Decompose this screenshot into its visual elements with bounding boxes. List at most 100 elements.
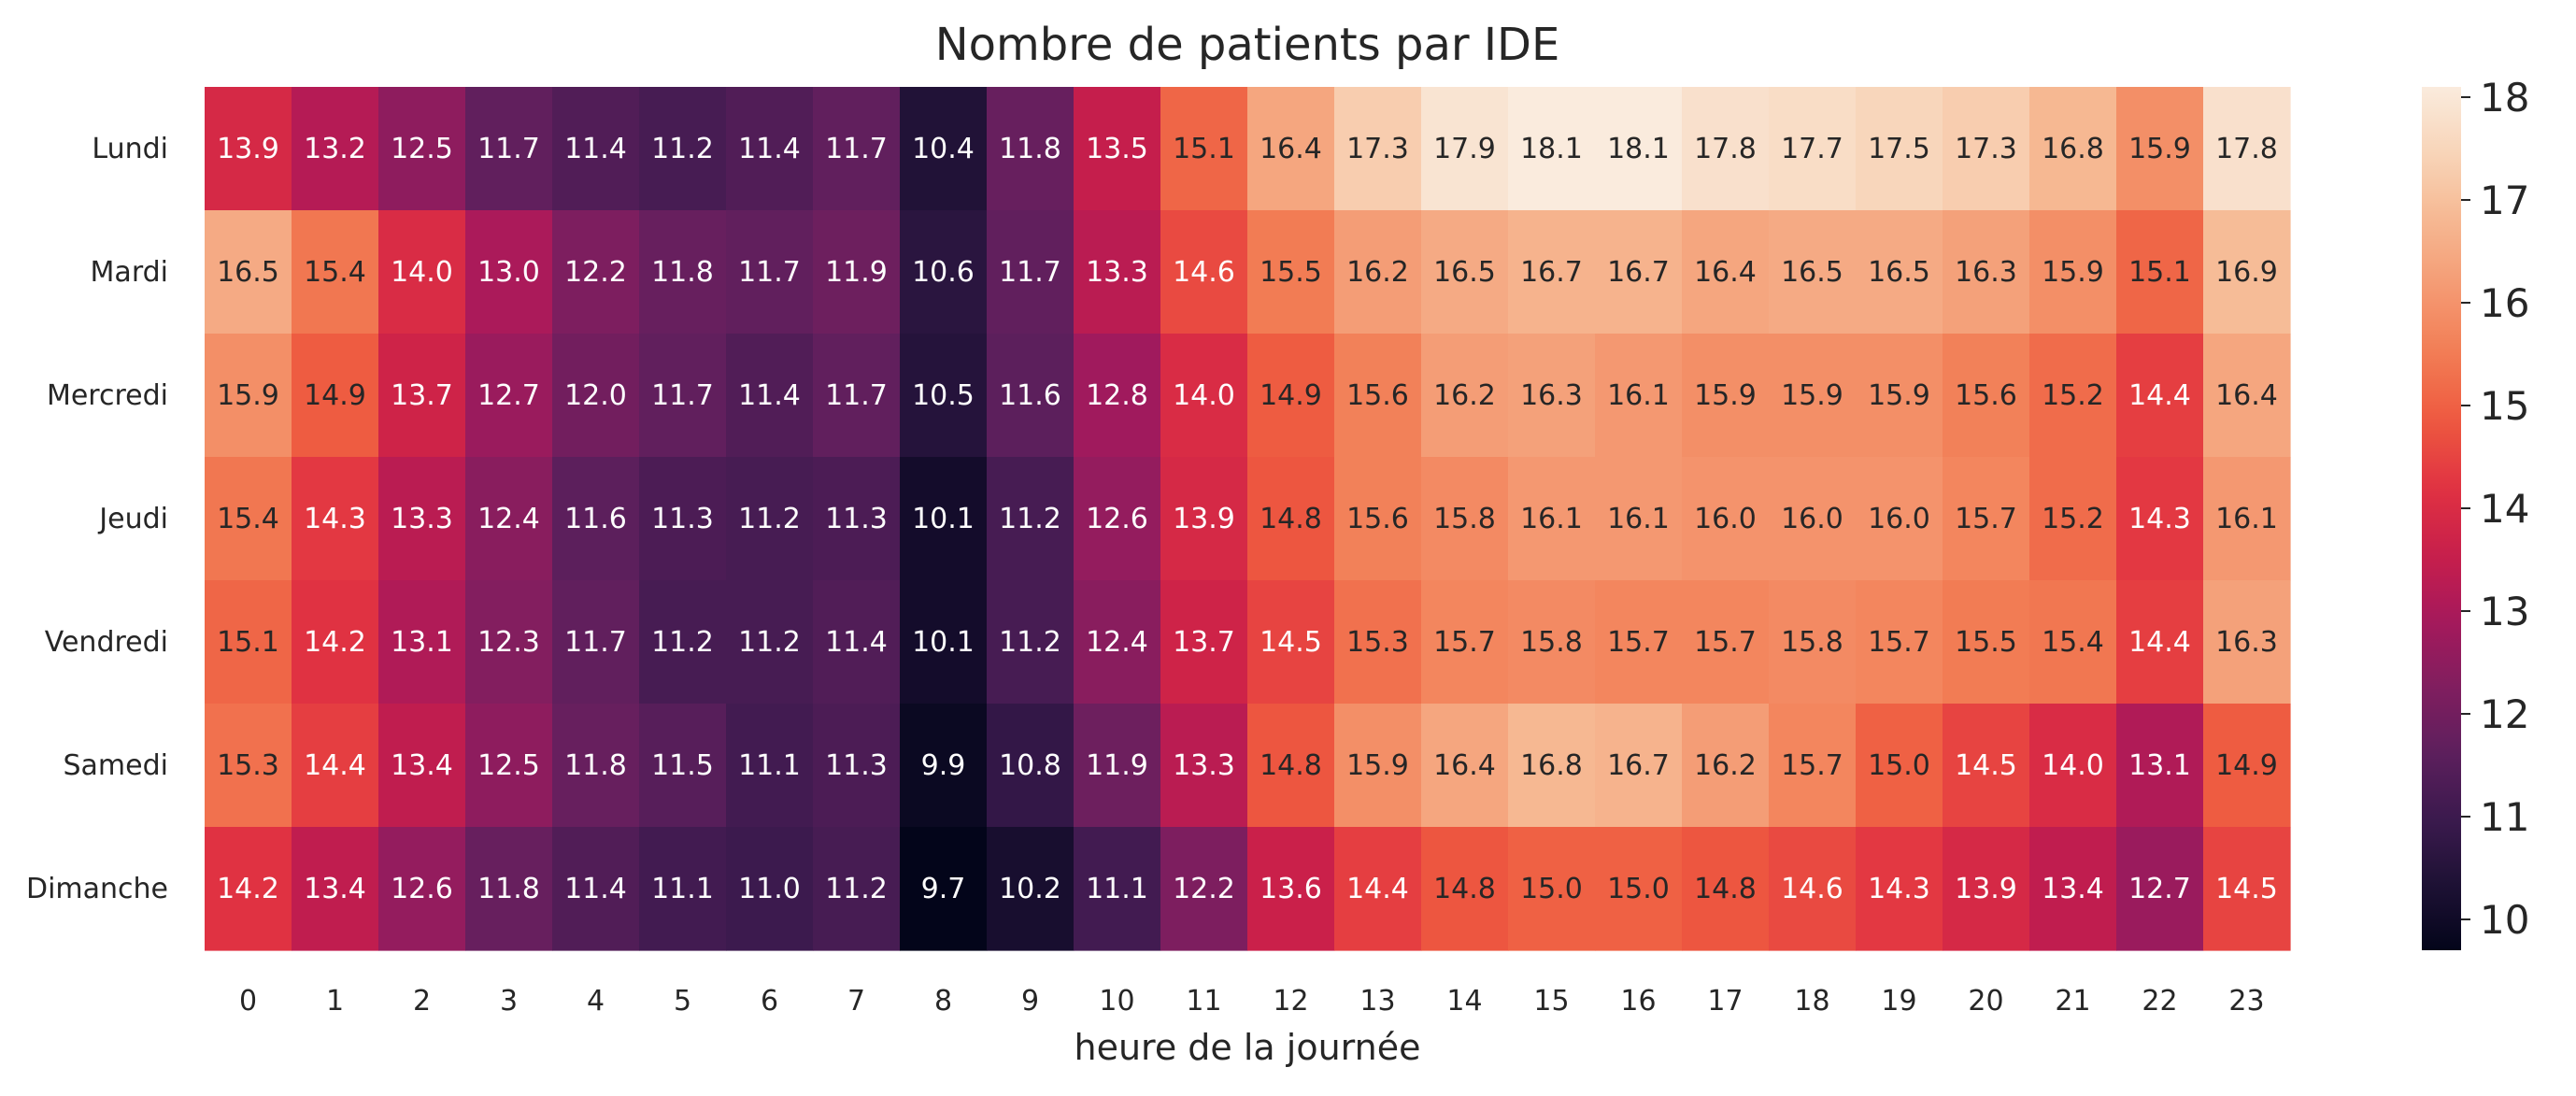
cell-value-label: 14.3 [2128,503,2191,535]
cell-value-label: 15.6 [1346,503,1409,535]
cell-value-label: 11.0 [738,873,801,905]
heatmap-cell [726,87,814,211]
cell-value-label: 15.1 [1173,133,1235,165]
cell-value-label: 16.5 [1781,256,1843,289]
x-tick-label: 21 [2055,985,2090,1018]
cell-value-label: 11.8 [651,256,714,289]
colorbar-tick-label: 15 [2480,383,2529,429]
cell-value-label: 13.1 [391,626,453,659]
x-tick-labels: 0 1 2 3 4 5 6 7 8 9 10 11 12 13 14 15 16 17 18 19 20 21 22 23 [239,985,2265,1018]
cell-value-label: 11.7 [999,256,1061,289]
cell-value-label: 15.9 [2042,256,2104,289]
cell-value-label: 15.9 [1346,749,1409,782]
cell-value-label: 15.8 [1520,626,1583,659]
heatmap-cell [900,827,988,951]
heatmap-cell [1508,827,1596,951]
heatmap-cell [726,704,814,828]
cell-value-label: 16.1 [1607,379,1670,412]
cell-value-label: 13.9 [1173,503,1235,535]
heatmap-cell [639,580,727,705]
heatmap-cell [1595,580,1683,705]
heatmap-cell [1160,334,1248,458]
cell-value-label: 11.2 [999,626,1061,659]
cell-value-label: 11.2 [999,503,1061,535]
cell-value-label: 12.0 [564,379,627,412]
cell-value-label: 13.4 [304,873,366,905]
cell-value-label: 13.7 [391,379,453,412]
cell-value-label: 16.4 [1694,256,1757,289]
heatmap-cell [292,87,379,211]
colorbar-tick-label: 11 [2480,794,2529,840]
heatmap-cell [1682,704,1770,828]
cell-value-label: 16.2 [1694,749,1757,782]
colorbar: 10 11 12 13 14 15 16 17 18 [2422,75,2529,950]
cell-value-label: 10.5 [912,379,975,412]
heatmap-cell [2203,334,2291,458]
cell-value-label: 11.4 [738,133,801,165]
x-tick-label: 3 [500,985,518,1018]
heatmap-cell [2029,580,2117,705]
heatmap-cell [1160,87,1248,211]
x-tick-label: 23 [2228,985,2264,1018]
heatmap-cell [1074,580,1161,705]
cell-value-label: 16.7 [1607,256,1670,289]
heatmap-cell [987,334,1075,458]
heatmap-cell [1160,210,1248,334]
cell-value-label: 14.3 [304,503,366,535]
heatmap-cell [726,457,814,581]
cell-value-label: 15.7 [1781,749,1843,782]
heatmap-cell [1682,580,1770,705]
heatmap-cell [1074,704,1161,828]
heatmap-cell [1334,87,1422,211]
colorbar-tick-label: 14 [2480,486,2529,532]
cell-value-label: 15.7 [1433,626,1496,659]
cell-value-label: 16.5 [1868,256,1930,289]
cell-value-label: 11.8 [564,749,627,782]
cell-value-label: 14.8 [1433,873,1496,905]
cell-value-label: 11.1 [651,873,714,905]
cell-value-label: 14.8 [1260,749,1322,782]
heatmap-cell [2116,210,2204,334]
colorbar-gradient [2422,87,2461,950]
cell-value-label: 11.4 [564,133,627,165]
cell-value-label: 14.8 [1694,873,1757,905]
heatmap-cell [292,210,379,334]
heatmap-cell [813,580,901,705]
cell-value-label: 11.4 [564,873,627,905]
heatmap-cell [1856,210,1943,334]
cell-value-label: 13.4 [391,749,453,782]
heatmap-cell [2116,827,2204,951]
x-tick-label: 6 [761,985,778,1018]
heatmap-cell [2116,704,2204,828]
cell-value-label: 17.8 [2215,133,2278,165]
cell-value-label: 12.4 [1086,626,1148,659]
cell-value-label: 13.9 [1955,873,2017,905]
cell-value-label: 15.4 [217,503,279,535]
cell-value-label: 10.1 [912,503,975,535]
heatmap-cell [1682,457,1770,581]
cell-value-label: 9.7 [921,873,966,905]
heatmap-cell [1595,457,1683,581]
heatmap-cell [726,827,814,951]
cell-value-label: 16.4 [1433,749,1496,782]
cell-value-label: 10.1 [912,626,975,659]
cell-value-label: 11.4 [825,626,888,659]
heatmap-cell [1943,704,2030,828]
heatmap-cell [1769,87,1857,211]
heatmap-cell [1334,704,1422,828]
cell-value-label: 11.7 [477,133,540,165]
heatmap-cell [1508,334,1596,458]
heatmap-cell [1769,457,1857,581]
heatmap-cell [2203,457,2291,581]
colorbar-tick-label: 12 [2480,691,2529,737]
cell-value-label: 15.3 [1346,626,1409,659]
heatmap-cell [552,704,640,828]
cell-value-label: 15.0 [1868,749,1930,782]
chart-title: Nombre de patients par IDE [935,19,1560,71]
y-tick-label: Vendredi [45,626,168,659]
cell-value-label: 16.5 [1433,256,1496,289]
cell-value-label: 14.0 [391,256,453,289]
heatmap-cell [292,827,379,951]
cell-value-label: 15.2 [2042,503,2104,535]
cell-value-label: 12.7 [2128,873,2191,905]
